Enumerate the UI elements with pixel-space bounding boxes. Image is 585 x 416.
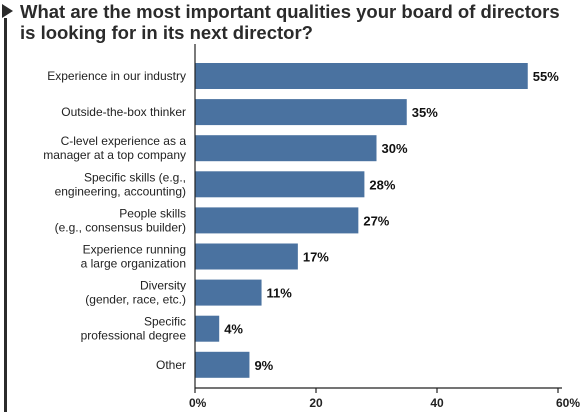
category-labels: Experience in our industry Outside-the-bo… — [43, 69, 186, 372]
x-tick-label-1: 20 — [309, 396, 323, 410]
x-tick-label-3: 60% — [556, 396, 580, 410]
bar-8 — [195, 351, 250, 378]
category-label-7: Specific professional degree — [81, 315, 187, 343]
value-label-6: 11% — [267, 286, 293, 301]
chart-title: What are the most important qualities yo… — [20, 1, 560, 43]
category-label-0: Experience in our industry — [47, 69, 186, 83]
left-rule — [4, 18, 7, 412]
category-label-2: C-level experience as a manager at a top … — [43, 134, 186, 162]
value-label-4: 27% — [363, 213, 389, 228]
value-label-2: 30% — [382, 141, 408, 156]
bar-5 — [195, 243, 298, 270]
category-label-6: Diversity (gender, race, etc.) — [85, 279, 186, 307]
title-marker-icon — [2, 4, 13, 18]
x-axis: 0% 20 40 60% — [189, 44, 580, 410]
bar-1 — [195, 99, 407, 126]
value-label-1: 35% — [412, 105, 438, 120]
bar-6 — [195, 279, 262, 306]
category-label-1: Outside-the-box thinker — [61, 105, 186, 119]
value-label-5: 17% — [303, 250, 329, 265]
bars-group — [195, 63, 528, 378]
x-tick-label-0: 0% — [189, 396, 207, 410]
value-label-7: 4% — [224, 322, 243, 337]
value-labels: 55% 35% 30% 28% 27% 17% 11% 4% 9% — [224, 69, 559, 373]
category-label-4: People skills (e.g., consensus builder) — [55, 206, 186, 234]
value-label-8: 9% — [254, 358, 273, 373]
bar-7 — [195, 315, 220, 342]
bar-2 — [195, 135, 377, 162]
x-tick-label-2: 40 — [430, 396, 444, 410]
bar-0 — [195, 63, 528, 89]
bar-3 — [195, 171, 365, 198]
category-label-5: Experience running a large organization — [81, 243, 186, 271]
value-label-3: 28% — [369, 177, 395, 192]
bar-4 — [195, 207, 359, 234]
category-label-8: Other — [156, 358, 186, 372]
value-label-0: 55% — [533, 69, 559, 84]
category-label-3: Specific skills (e.g., engineering, accou… — [55, 170, 186, 198]
